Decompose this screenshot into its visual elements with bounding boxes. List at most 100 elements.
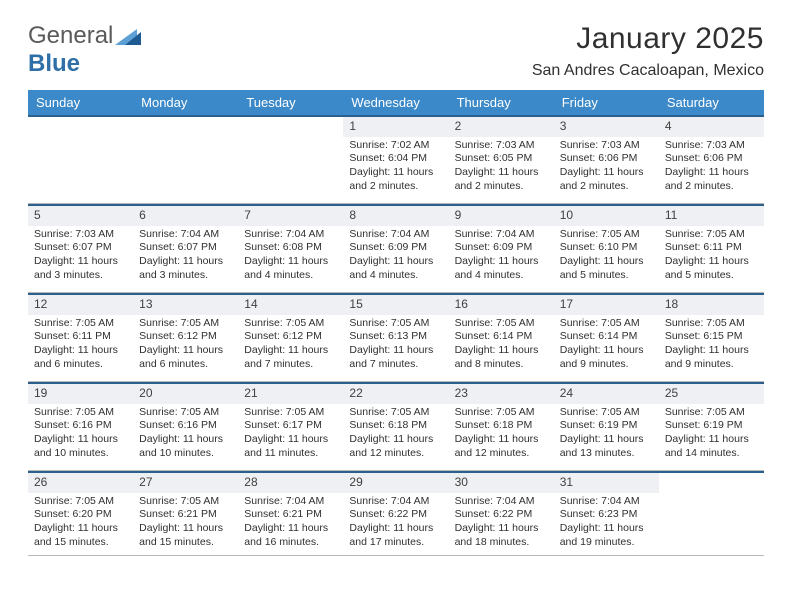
sunrise-line: Sunrise: 7:04 AM	[244, 495, 337, 509]
day-cell: 5Sunrise: 7:03 AMSunset: 6:07 PMDaylight…	[28, 206, 133, 292]
week-row: 12Sunrise: 7:05 AMSunset: 6:11 PMDayligh…	[28, 293, 764, 382]
day-cell: 26Sunrise: 7:05 AMSunset: 6:20 PMDayligh…	[28, 473, 133, 555]
sunset-line: Sunset: 6:17 PM	[244, 419, 337, 433]
day-number: 27	[133, 473, 238, 493]
sunrise-line: Sunrise: 7:03 AM	[34, 228, 127, 242]
daylight-line: Daylight: 11 hours and 8 minutes.	[455, 344, 548, 371]
daylight-line: Daylight: 11 hours and 5 minutes.	[665, 255, 758, 282]
week-row: 26Sunrise: 7:05 AMSunset: 6:20 PMDayligh…	[28, 471, 764, 556]
week-row: 5Sunrise: 7:03 AMSunset: 6:07 PMDaylight…	[28, 204, 764, 293]
sunrise-line: Sunrise: 7:04 AM	[455, 228, 548, 242]
sunset-line: Sunset: 6:12 PM	[244, 330, 337, 344]
sunrise-line: Sunrise: 7:04 AM	[139, 228, 232, 242]
daylight-line: Daylight: 11 hours and 6 minutes.	[139, 344, 232, 371]
day-number: 29	[343, 473, 448, 493]
sunset-line: Sunset: 6:07 PM	[139, 241, 232, 255]
sunset-line: Sunset: 6:19 PM	[665, 419, 758, 433]
day-number: 20	[133, 384, 238, 404]
logo-text: General Blue	[28, 22, 141, 78]
daylight-line: Daylight: 11 hours and 9 minutes.	[665, 344, 758, 371]
logo-word2: Blue	[28, 50, 80, 77]
logo-triangle-icon	[115, 27, 141, 47]
day-cell: 12Sunrise: 7:05 AMSunset: 6:11 PMDayligh…	[28, 295, 133, 381]
sunset-line: Sunset: 6:19 PM	[560, 419, 653, 433]
sunrise-line: Sunrise: 7:05 AM	[244, 317, 337, 331]
sunrise-line: Sunrise: 7:05 AM	[34, 495, 127, 509]
daylight-line: Daylight: 11 hours and 3 minutes.	[139, 255, 232, 282]
day-number: 10	[554, 206, 659, 226]
day-cell: 13Sunrise: 7:05 AMSunset: 6:12 PMDayligh…	[133, 295, 238, 381]
daylight-line: Daylight: 11 hours and 11 minutes.	[244, 433, 337, 460]
daylight-line: Daylight: 11 hours and 5 minutes.	[560, 255, 653, 282]
sunset-line: Sunset: 6:16 PM	[34, 419, 127, 433]
day-number: 7	[238, 206, 343, 226]
day-header-cell: Monday	[133, 90, 238, 115]
day-header-row: SundayMondayTuesdayWednesdayThursdayFrid…	[28, 90, 764, 115]
sunrise-line: Sunrise: 7:05 AM	[34, 406, 127, 420]
day-number: 21	[238, 384, 343, 404]
day-cell: 17Sunrise: 7:05 AMSunset: 6:14 PMDayligh…	[554, 295, 659, 381]
day-header-cell: Saturday	[659, 90, 764, 115]
day-cell: 10 Sunrise: 7:05 AMSunset: 6:10 PMDayligh…	[554, 206, 659, 292]
sunset-line: Sunset: 6:14 PM	[455, 330, 548, 344]
day-cell: 1Sunrise: 7:02 AMSunset: 6:04 PMDaylight…	[343, 117, 448, 203]
header-row: General Blue January 2025 San Andres Cac…	[28, 22, 764, 80]
day-header-cell: Tuesday	[238, 90, 343, 115]
day-cell: 3Sunrise: 7:03 AMSunset: 6:06 PMDaylight…	[554, 117, 659, 203]
sunrise-line: Sunrise: 7:03 AM	[560, 139, 653, 153]
sunset-line: Sunset: 6:15 PM	[665, 330, 758, 344]
sunset-line: Sunset: 6:10 PM	[560, 241, 653, 255]
day-cell: 7Sunrise: 7:04 AMSunset: 6:08 PMDaylight…	[238, 206, 343, 292]
sunset-line: Sunset: 6:22 PM	[349, 508, 442, 522]
daylight-line: Daylight: 11 hours and 4 minutes.	[455, 255, 548, 282]
daylight-line: Daylight: 11 hours and 13 minutes.	[560, 433, 653, 460]
sunset-line: Sunset: 6:06 PM	[560, 152, 653, 166]
day-cell: 21 Sunrise: 7:05 AMSunset: 6:17 PMDayligh…	[238, 384, 343, 470]
sunset-line: Sunset: 6:21 PM	[244, 508, 337, 522]
sunrise-line: Sunrise: 7:05 AM	[244, 406, 337, 420]
daylight-line: Daylight: 11 hours and 6 minutes.	[34, 344, 127, 371]
sunrise-line: Sunrise: 7:05 AM	[139, 317, 232, 331]
day-number: 11	[659, 206, 764, 226]
day-cell: 27Sunrise: 7:05 AMSunset: 6:21 PMDayligh…	[133, 473, 238, 555]
sunrise-line: Sunrise: 7:05 AM	[455, 317, 548, 331]
sunset-line: Sunset: 6:18 PM	[349, 419, 442, 433]
sunset-line: Sunset: 6:05 PM	[455, 152, 548, 166]
day-number: 24	[554, 384, 659, 404]
daylight-line: Daylight: 11 hours and 14 minutes.	[665, 433, 758, 460]
daylight-line: Daylight: 11 hours and 16 minutes.	[244, 522, 337, 549]
sunrise-line: Sunrise: 7:05 AM	[349, 317, 442, 331]
weeks-container: 1Sunrise: 7:02 AMSunset: 6:04 PMDaylight…	[28, 115, 764, 556]
day-number: 22	[343, 384, 448, 404]
daylight-line: Daylight: 11 hours and 2 minutes.	[455, 166, 548, 193]
day-cell: 6Sunrise: 7:04 AMSunset: 6:07 PMDaylight…	[133, 206, 238, 292]
sunset-line: Sunset: 6:11 PM	[34, 330, 127, 344]
sunrise-line: Sunrise: 7:05 AM	[560, 406, 653, 420]
day-number: 16	[449, 295, 554, 315]
sunrise-line: Sunrise: 7:05 AM	[665, 317, 758, 331]
sunset-line: Sunset: 6:20 PM	[34, 508, 127, 522]
sunset-line: Sunset: 6:07 PM	[34, 241, 127, 255]
sunrise-line: Sunrise: 7:05 AM	[560, 228, 653, 242]
daylight-line: Daylight: 11 hours and 4 minutes.	[349, 255, 442, 282]
sunrise-line: Sunrise: 7:04 AM	[349, 495, 442, 509]
title-block: January 2025 San Andres Cacaloapan, Mexi…	[141, 22, 764, 80]
sunset-line: Sunset: 6:06 PM	[665, 152, 758, 166]
sunset-line: Sunset: 6:04 PM	[349, 152, 442, 166]
day-cell: 28 Sunrise: 7:04 AMSunset: 6:21 PMDayligh…	[238, 473, 343, 555]
day-number: 28	[238, 473, 343, 493]
week-row: 19Sunrise: 7:05 AMSunset: 6:16 PMDayligh…	[28, 382, 764, 471]
day-number: 31	[554, 473, 659, 493]
sunrise-line: Sunrise: 7:05 AM	[455, 406, 548, 420]
daylight-line: Daylight: 11 hours and 2 minutes.	[560, 166, 653, 193]
day-number: 23	[449, 384, 554, 404]
daylight-line: Daylight: 11 hours and 15 minutes.	[34, 522, 127, 549]
sunset-line: Sunset: 6:22 PM	[455, 508, 548, 522]
daylight-line: Daylight: 11 hours and 10 minutes.	[34, 433, 127, 460]
daylight-line: Daylight: 11 hours and 7 minutes.	[349, 344, 442, 371]
day-cell: 29Sunrise: 7:04 AMSunset: 6:22 PMDayligh…	[343, 473, 448, 555]
calendar-grid: SundayMondayTuesdayWednesdayThursdayFrid…	[28, 90, 764, 556]
sunset-line: Sunset: 6:21 PM	[139, 508, 232, 522]
week-row: 1Sunrise: 7:02 AMSunset: 6:04 PMDaylight…	[28, 115, 764, 204]
day-number: 13	[133, 295, 238, 315]
